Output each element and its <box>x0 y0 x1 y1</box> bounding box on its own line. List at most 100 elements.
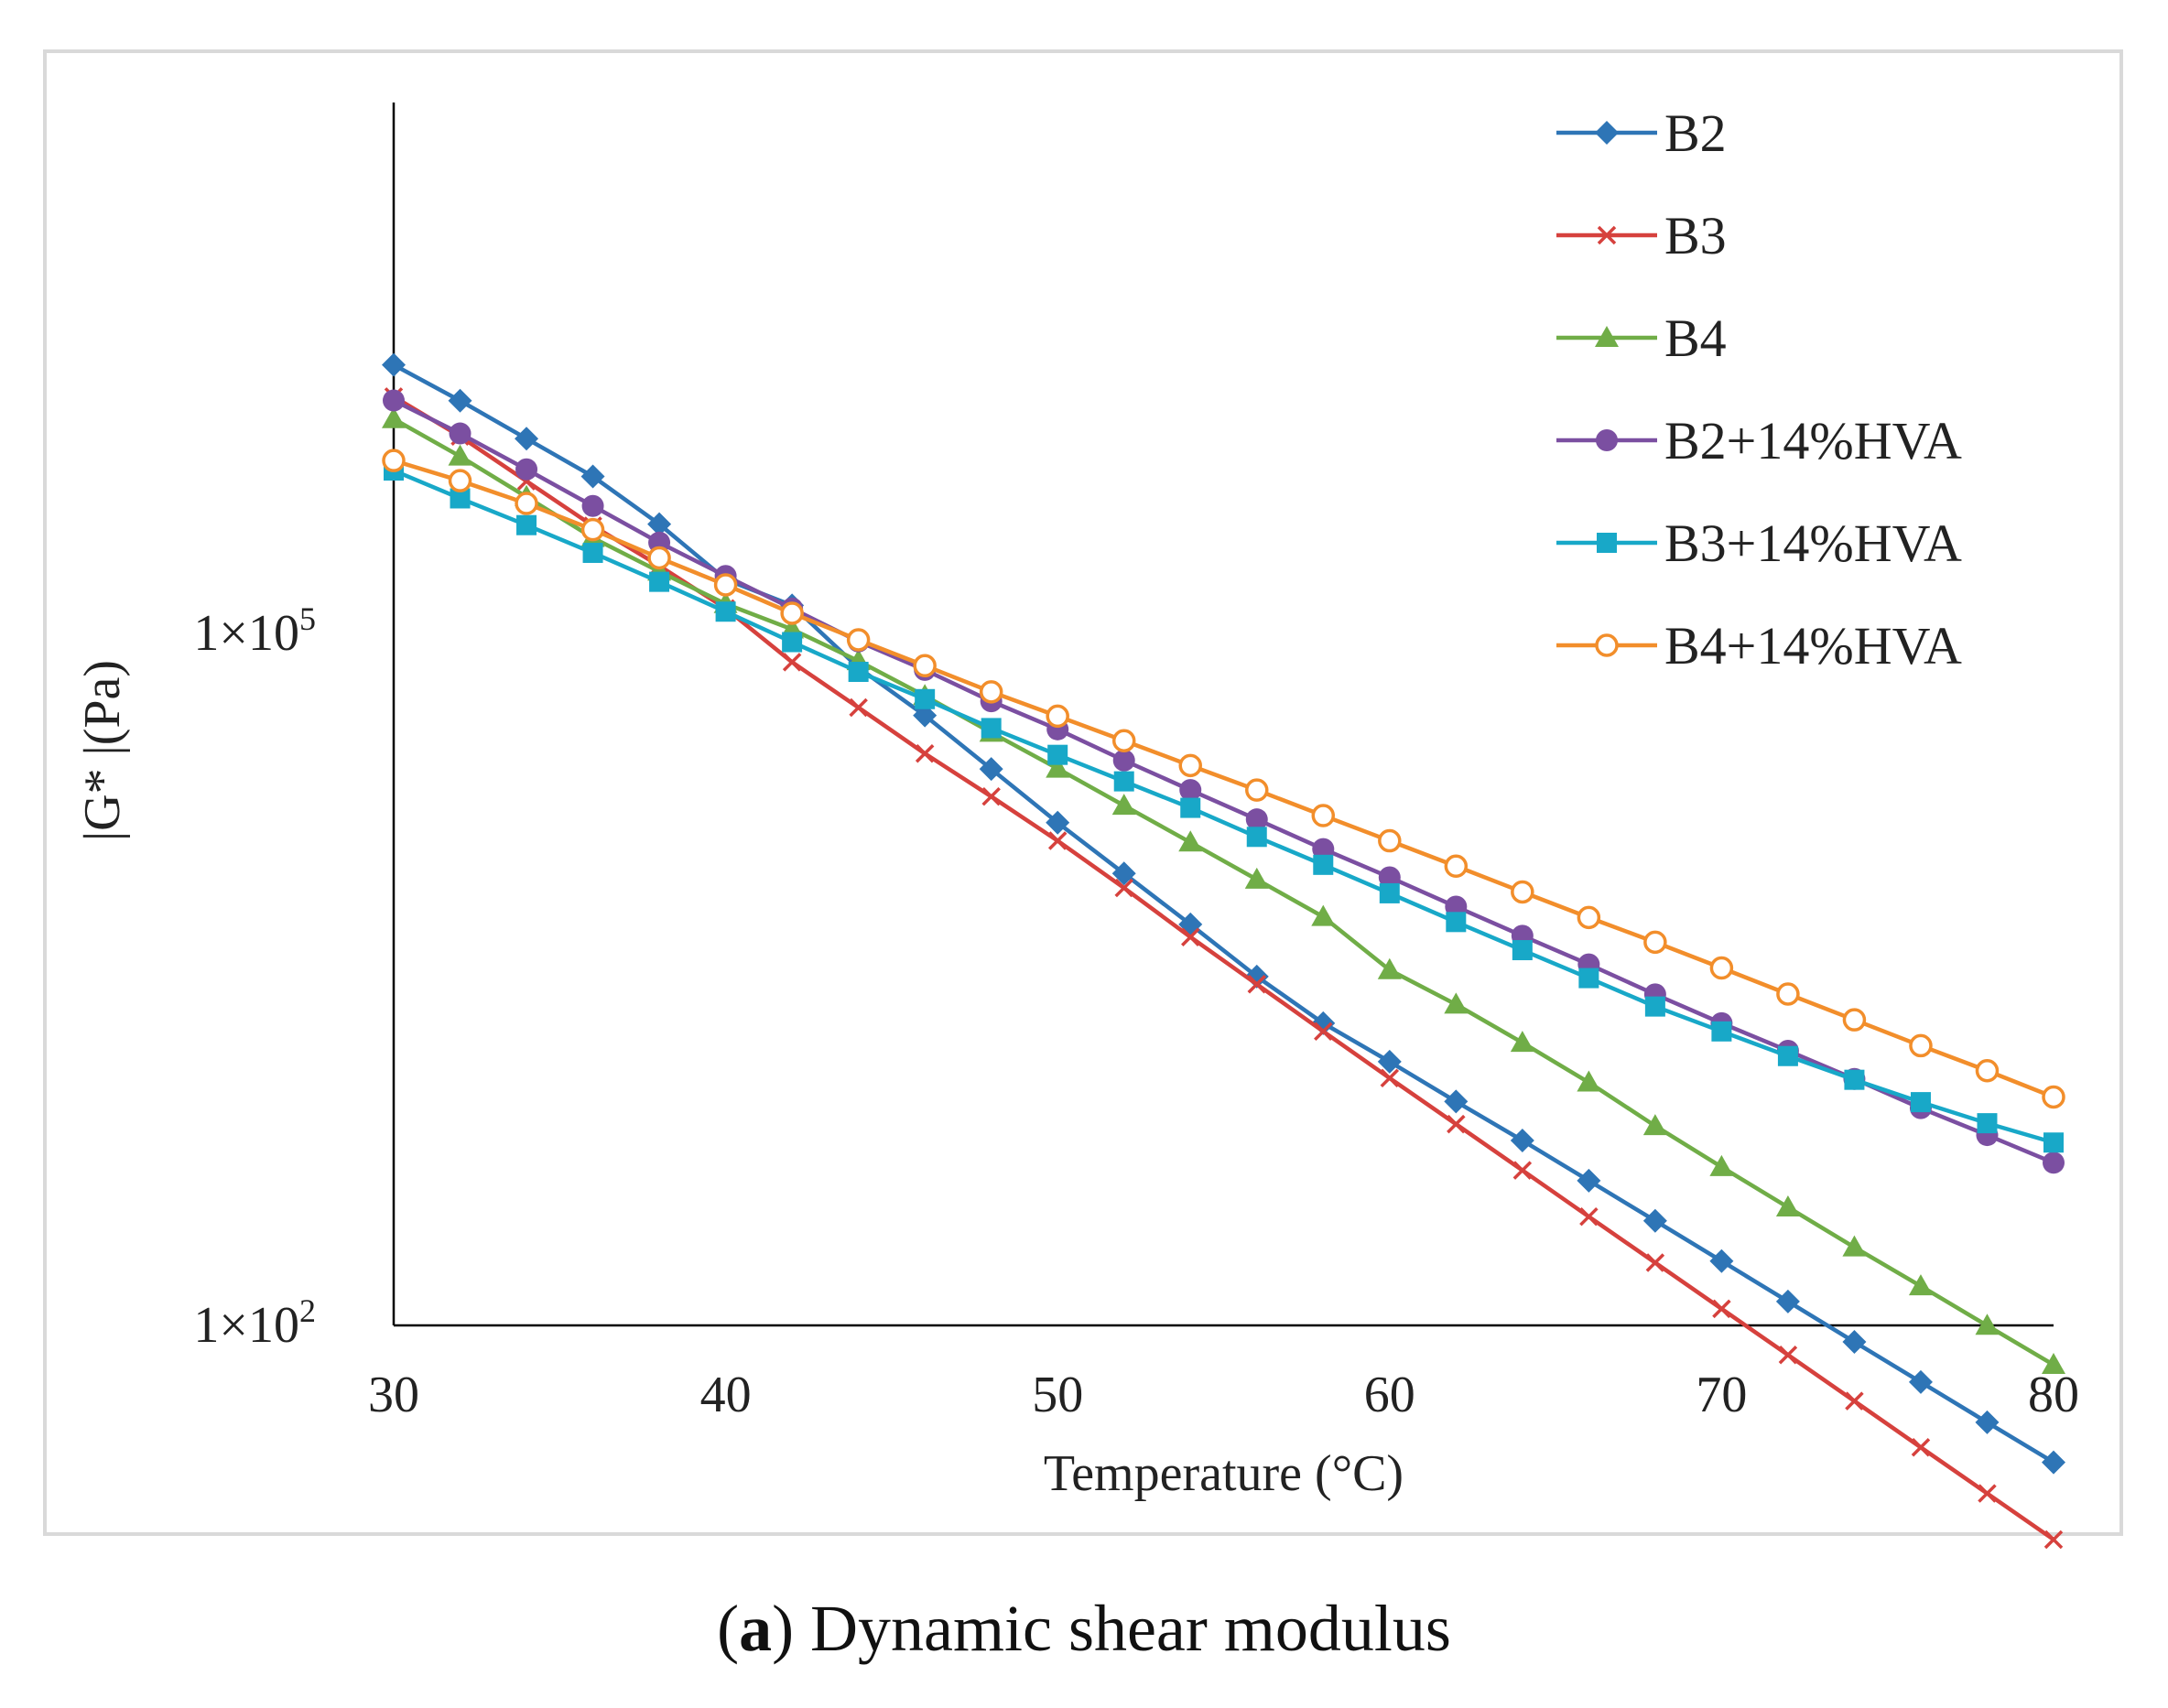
data-point-b4-14-hva <box>780 601 804 625</box>
data-point-b4 <box>448 444 472 466</box>
data-point-b3 <box>1247 975 1266 994</box>
data-point-b4 <box>1178 830 1203 852</box>
caption-text: ) Dynamic shear modulus <box>772 1592 1451 1665</box>
data-point-b4-14-hva <box>1378 828 1402 853</box>
legend-item-b3: B3 <box>1556 206 1727 265</box>
data-point-b4-14-hva <box>1111 729 1136 752</box>
series-b4-14-hva <box>382 449 2065 1109</box>
data-point-b3-14-hva <box>1313 854 1334 875</box>
y-tick-label: 1×102 <box>193 1292 316 1354</box>
data-point-b3-14-hva <box>1977 1113 1998 1134</box>
data-point-b3-14-hva <box>1047 744 1068 765</box>
data-point-b3-14-hva <box>516 514 537 535</box>
x-tick-label: 80 <box>2028 1367 2079 1423</box>
data-point-b3-14-hva <box>649 571 670 592</box>
legend-swatch-marker <box>1595 121 1619 145</box>
data-point-b3 <box>1447 1114 1466 1134</box>
data-point-b4-14-hva <box>1511 880 1534 904</box>
data-point-b3 <box>1978 1484 1997 1503</box>
legend-swatch-marker <box>1597 533 1617 553</box>
y-tick-label: 1×105 <box>193 600 316 662</box>
data-point-b3 <box>1181 927 1200 946</box>
data-point-b4-14-hva <box>1776 982 1800 1006</box>
data-point-b4-14-hva <box>1311 804 1336 827</box>
data-point-b2 <box>1908 1369 1933 1394</box>
data-point-b3 <box>915 743 935 763</box>
data-point-b3-14-hva <box>2043 1132 2064 1153</box>
data-point-b2 <box>1046 810 1070 835</box>
data-point-b4-14-hva <box>1046 704 1069 729</box>
data-point-b2-14-hva <box>1245 808 1268 831</box>
data-point-b4-14-hva <box>1842 1008 1867 1032</box>
legend-item-b4-14-hva: B4+14%HVA <box>1556 616 1962 676</box>
data-point-b3-14-hva <box>1910 1092 1931 1113</box>
data-point-b2 <box>1975 1410 2000 1434</box>
data-point-b3-14-hva <box>1578 968 1599 989</box>
data-point-b3-14-hva <box>1446 912 1467 933</box>
data-point-b2 <box>1577 1168 1601 1193</box>
y-tick-exponent: 5 <box>299 600 316 637</box>
data-point-b3-14-hva <box>715 601 736 622</box>
data-point-b4 <box>1111 794 1136 816</box>
data-point-b4-14-hva <box>2042 1085 2065 1109</box>
figure-caption: (a) Dynamic shear modulus <box>0 1591 2168 1667</box>
data-point-b4-14-hva <box>713 573 738 597</box>
data-point-b4-14-hva <box>382 449 406 472</box>
series-line-b4 <box>392 416 2055 1367</box>
data-point-b4-14-hva <box>979 680 1003 704</box>
x-tick-label: 70 <box>1696 1367 1747 1423</box>
data-point-b2-14-hva <box>581 494 604 517</box>
data-point-b2 <box>1510 1128 1534 1152</box>
data-point-b4 <box>1510 1031 1534 1053</box>
data-point-b3 <box>981 786 1001 806</box>
data-point-b4-14-hva <box>1178 753 1202 778</box>
caption-tag: a <box>739 1592 773 1665</box>
x-tick-label: 30 <box>368 1367 419 1423</box>
y-tick-base: 1×10 <box>193 605 299 662</box>
series-line-b2 <box>392 362 2055 1465</box>
series-layer <box>382 352 2065 1550</box>
data-point-b4-14-hva <box>1975 1059 2000 1083</box>
data-point-b4-14-hva <box>1643 930 1667 955</box>
series-line-b2-14-hva <box>392 398 2054 1165</box>
data-point-b2 <box>647 512 672 536</box>
data-point-b4-14-hva <box>1909 1033 1933 1058</box>
x-tick-label: 60 <box>1364 1367 1415 1423</box>
data-point-b2 <box>382 352 406 377</box>
series-line-b3 <box>392 395 2055 1541</box>
data-point-b4-14-hva <box>913 654 937 678</box>
data-point-b3 <box>1380 1068 1400 1088</box>
data-point-b2-14-hva <box>383 389 405 412</box>
data-point-b3-14-hva <box>1844 1069 1865 1090</box>
y-tick-base: 1×10 <box>193 1297 299 1354</box>
data-point-b3-14-hva <box>450 488 471 509</box>
data-point-b4 <box>1046 756 1070 778</box>
legend-label: B2 <box>1664 103 1727 163</box>
data-point-b3-14-hva <box>582 542 603 563</box>
data-point-b3-14-hva <box>981 718 1002 739</box>
data-point-b2-14-hva <box>2043 1151 2065 1174</box>
data-point-b4-14-hva <box>515 492 538 515</box>
data-point-b2 <box>2042 1450 2065 1475</box>
data-point-b3-14-hva <box>848 661 869 682</box>
data-point-b3 <box>1314 1022 1333 1042</box>
data-point-b2 <box>1444 1089 1469 1114</box>
legend-label: B3 <box>1664 206 1727 265</box>
data-point-b4 <box>382 406 406 428</box>
data-point-b4 <box>1444 992 1469 1014</box>
legend-swatch-marker <box>1595 326 1619 347</box>
legend-swatch-marker <box>1596 429 1618 451</box>
legend: B2 B3 B4 B2+14%HVA B3+14%HVA B4+14%HVA <box>1556 103 1962 676</box>
data-point-b4 <box>1642 1114 1667 1136</box>
data-point-b2-14-hva <box>1112 749 1135 772</box>
data-point-b4 <box>1577 1070 1601 1092</box>
data-point-b2 <box>448 388 472 413</box>
data-point-b2-14-hva <box>1378 866 1401 889</box>
data-point-b3-14-hva <box>1246 827 1267 848</box>
data-point-b4 <box>2042 1353 2065 1375</box>
data-point-b3 <box>782 653 802 672</box>
data-point-b2-14-hva <box>449 422 472 445</box>
data-point-b3-14-hva <box>782 632 803 653</box>
data-point-b3-14-hva <box>1777 1045 1798 1066</box>
